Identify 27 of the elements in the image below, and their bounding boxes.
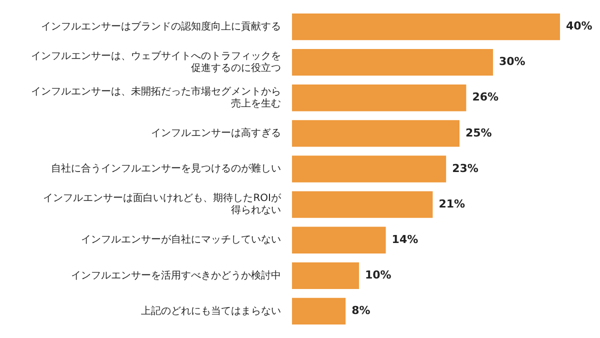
data-label: 8% bbox=[352, 304, 370, 318]
y-tick-label: 上記のどれにも当てはまらない bbox=[141, 304, 281, 317]
bar bbox=[292, 84, 466, 112]
data-label: 23% bbox=[452, 162, 478, 175]
y-tick-label: インフルエンサーは、未開拓だった市場セグメントから売上を生む bbox=[31, 85, 281, 110]
bar bbox=[292, 120, 460, 147]
data-label: 14% bbox=[392, 232, 418, 246]
bar bbox=[292, 156, 446, 182]
bar bbox=[292, 262, 359, 289]
y-tick-label: インフルエンサーは、ウェブサイトへのトラフィックを促進するのに役立つ bbox=[31, 50, 281, 74]
data-label: 26% bbox=[472, 90, 499, 104]
bar bbox=[292, 226, 386, 254]
data-label: 40% bbox=[566, 20, 592, 33]
y-tick-label: インフルエンサーは高すぎる bbox=[151, 127, 281, 140]
data-label: 10% bbox=[365, 268, 392, 282]
data-label: 30% bbox=[499, 55, 526, 68]
y-tick-label: インフルエンサーはブランドの認知度向上に貢献する bbox=[41, 20, 281, 32]
data-label: 21% bbox=[438, 197, 466, 210]
bar bbox=[292, 191, 433, 218]
y-tick-label: 自社に合うインフルエンサーを見つけるのが難しい bbox=[51, 162, 281, 175]
y-tick-label: インフルエンサーは面白いけれども、期待したROIが得られない bbox=[43, 192, 282, 216]
y-tick-label: インフルエンサーが自社にマッチしていない bbox=[81, 234, 281, 246]
data-label: 25% bbox=[466, 126, 492, 140]
y-tick-label: インフルエンサーを活用すべきかどうか検討中 bbox=[71, 269, 281, 282]
bar bbox=[292, 13, 560, 40]
bar bbox=[292, 49, 493, 76]
bar bbox=[292, 298, 346, 325]
